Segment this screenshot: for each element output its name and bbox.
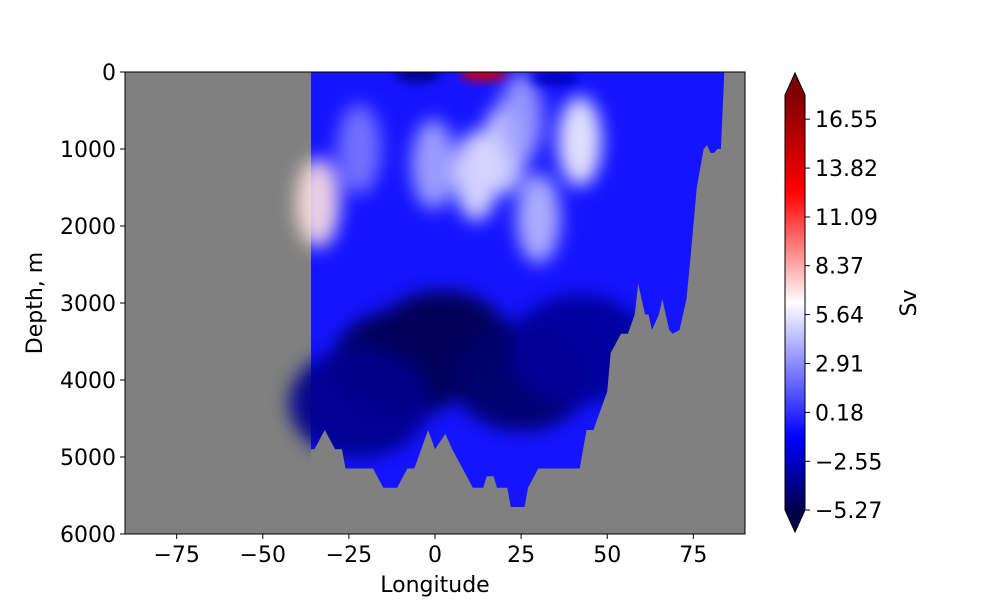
x-tick-label: −75: [153, 543, 199, 568]
colorbar-tick-label: 0.18: [815, 401, 864, 426]
colorbar-label: Sv: [897, 290, 922, 317]
x-tick-label: 75: [679, 543, 707, 568]
colorbar-tick-label: 13.82: [815, 157, 878, 182]
colorbar-tick-label: −2.55: [815, 450, 882, 475]
field-maximum-1: [295, 157, 340, 248]
x-tick-label: −25: [326, 543, 372, 568]
x-tick-label: 0: [428, 543, 442, 568]
colorbar-ticks: −5.27 −2.55 0.18 2.91 5.64 8.37 11.09 13.82 16.5…: [805, 108, 882, 524]
x-axis-label: Longitude: [380, 573, 489, 598]
y-tick-label: 6000: [60, 523, 116, 548]
colorbar-tick-label: 8.37: [815, 255, 864, 280]
y-axis: 0 1000 2000 3000 4000 5000 6000: [60, 61, 125, 548]
field-maximum-7: [499, 73, 544, 164]
y-tick-label: 4000: [60, 369, 116, 394]
field-maximum-0: [459, 72, 508, 82]
streamfunction-cores: [393, 72, 580, 87]
y-axis-label: Depth, m: [23, 252, 48, 354]
y-tick-label: 0: [102, 61, 116, 86]
field-maximum-5: [516, 173, 561, 264]
y-tick-label: 1000: [60, 138, 116, 163]
colorbar-extend-min: [785, 510, 805, 532]
colorbar-tick-label: 11.09: [815, 206, 878, 231]
x-tick-label: 25: [507, 543, 535, 568]
colorbar-tick-label: 16.55: [815, 108, 878, 133]
colorbar-tick-label: 2.91: [815, 352, 864, 377]
y-tick-label: 5000: [60, 446, 116, 471]
plot-area: [124, 71, 746, 535]
y-tick-label: 2000: [60, 215, 116, 240]
colorbar-body: [785, 95, 805, 510]
colorbar: −5.27 −2.55 0.18 2.91 5.64 8.37 11.09 13.82 16.5…: [784, 71, 922, 534]
field-minimum-14: [393, 72, 442, 83]
colorbar-extend-max: [785, 73, 805, 95]
x-tick-label: −50: [240, 543, 286, 568]
colorbar-outline: [784, 71, 806, 534]
field-maximum-8: [337, 104, 382, 194]
field-minimum-12: [289, 348, 430, 459]
colorbar-tick-label: −5.27: [815, 499, 882, 524]
field-maximum-6: [411, 119, 456, 210]
y-tick-label: 3000: [60, 292, 116, 317]
colorbar-tick-label: 5.64: [815, 304, 864, 329]
field-minimum-15: [531, 72, 580, 87]
x-tick-label: 50: [593, 543, 621, 568]
x-axis: −75 −50 −25 0 25 50 75: [153, 534, 707, 568]
bathymetry-mask: [311, 72, 745, 534]
streamfunction-field: [289, 73, 650, 459]
field-maximum-4: [557, 96, 602, 187]
